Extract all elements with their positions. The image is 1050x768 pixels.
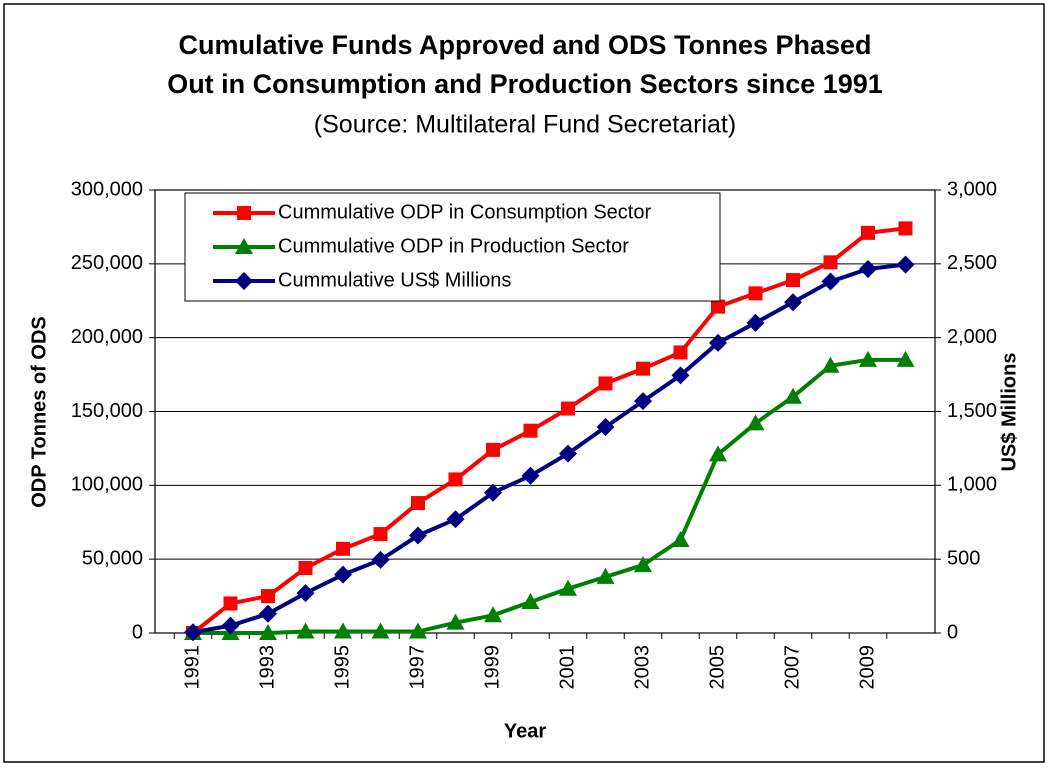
y-tick-label: 100,000 [71, 474, 143, 496]
marker [898, 221, 913, 236]
marker [259, 624, 277, 640]
legend-label: Cummulative ODP in Consumption Sector [278, 201, 651, 223]
marker [521, 592, 540, 609]
marker [784, 387, 802, 404]
marker [596, 418, 615, 437]
marker [671, 530, 690, 547]
marker [559, 444, 577, 463]
marker [486, 442, 500, 457]
y2-axis-label: US$ Millions [998, 353, 1020, 472]
x-tick-label: 1995 [331, 645, 353, 690]
marker [598, 376, 613, 391]
marker [371, 622, 390, 639]
marker [259, 604, 277, 623]
plot-area [154, 189, 936, 634]
marker [746, 313, 765, 332]
marker [859, 350, 877, 367]
marker [634, 556, 652, 573]
marker [896, 350, 915, 367]
marker [237, 206, 251, 220]
marker [411, 496, 425, 511]
marker [746, 414, 765, 431]
marker [634, 392, 652, 411]
x-tick-label: 1991 [181, 645, 203, 690]
x-tick-label: 1997 [406, 645, 428, 690]
y-tick-label: 0 [132, 621, 143, 643]
marker [709, 333, 727, 352]
marker [296, 584, 315, 603]
x-axis-label: Year [504, 720, 546, 742]
marker [373, 527, 388, 542]
marker [448, 472, 463, 487]
marker [235, 272, 253, 290]
y-axis-label: ODP Tonnes of ODS [28, 316, 50, 508]
marker [484, 483, 502, 502]
x-tick-label: 2001 [556, 645, 578, 690]
y-tick-label: 50,000 [82, 547, 143, 569]
marker [709, 445, 727, 462]
x-tick-label: 1993 [256, 645, 278, 690]
marker [821, 356, 840, 373]
marker [673, 345, 688, 360]
marker [409, 526, 427, 545]
marker [748, 286, 763, 301]
y2-tick-label: 2,000 [947, 326, 997, 348]
marker [446, 510, 465, 529]
x-tick-label: 1999 [481, 645, 503, 690]
marker [823, 255, 838, 270]
y2-tick-label: 2,500 [947, 252, 997, 274]
y2-tick-label: 0 [947, 621, 958, 643]
chart-title: Cumulative Funds Approved and ODS Tonnes… [178, 30, 871, 60]
marker [334, 565, 352, 584]
legend-label: Cummulative US$ Millions [278, 269, 511, 291]
marker [896, 255, 915, 274]
marker [559, 579, 577, 596]
marker [596, 567, 615, 584]
marker [786, 273, 800, 288]
marker [711, 299, 725, 314]
marker [859, 260, 877, 279]
marker [821, 272, 840, 291]
x-tick-label: 2007 [781, 645, 803, 690]
x-tick-label: 2003 [631, 645, 653, 690]
marker [446, 613, 465, 630]
y2-tick-label: 3,000 [947, 178, 997, 200]
marker [296, 622, 315, 639]
marker [636, 361, 650, 376]
frame [3, 3, 1045, 763]
y-tick-label: 200,000 [71, 326, 143, 348]
marker [561, 401, 575, 416]
marker [221, 616, 240, 635]
marker [521, 466, 540, 485]
marker [784, 293, 802, 312]
marker [409, 622, 427, 639]
marker [235, 238, 253, 254]
y2-tick-label: 1,500 [947, 400, 997, 422]
marker [184, 623, 202, 642]
y2-tick-label: 1,000 [947, 474, 997, 496]
chart-subtitle: (Source: Multilateral Fund Secretariat) [314, 111, 736, 139]
marker [484, 606, 502, 623]
marker [336, 541, 350, 556]
series-line [192, 262, 906, 635]
marker [298, 561, 313, 576]
x-tick-label: 2005 [706, 645, 728, 690]
y-tick-label: 150,000 [71, 400, 143, 422]
marker [223, 596, 238, 611]
marker [334, 622, 352, 639]
marker [523, 423, 538, 438]
marker [261, 589, 275, 604]
legend-label: Cummulative ODP in Production Sector [278, 235, 629, 257]
x-tick-label: 2009 [856, 645, 878, 690]
marker [861, 225, 875, 240]
marker [671, 366, 690, 385]
y-tick-label: 300,000 [71, 178, 143, 200]
marker [371, 550, 390, 569]
y-tick-label: 250,000 [71, 252, 143, 274]
chart-title: Out in Consumption and Production Sector… [167, 69, 883, 99]
y2-tick-label: 500 [947, 547, 980, 569]
